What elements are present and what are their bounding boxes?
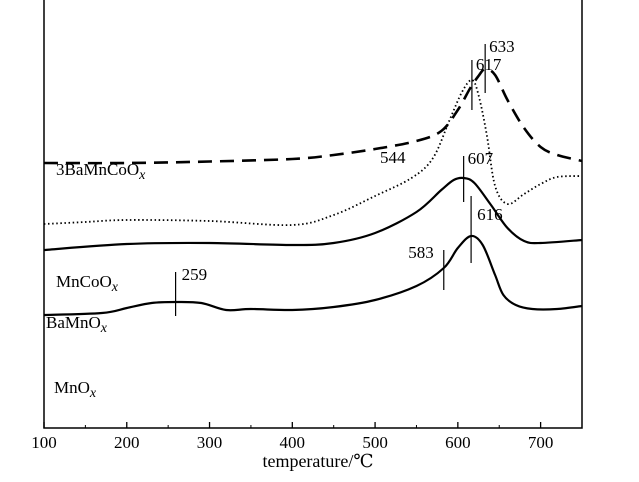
series-line-mnox: [43, 234, 583, 317]
series-label-mncoox: MnCoOx: [56, 272, 119, 295]
peak-label-617: 617: [476, 55, 502, 74]
peak-label-259: 259: [182, 265, 208, 284]
series-layer: [43, 67, 583, 317]
peak-label-607: 607: [468, 149, 494, 168]
x-tick-label-400: 400: [280, 433, 306, 452]
x-tick-label-500: 500: [362, 433, 388, 452]
x-tick-label-700: 700: [528, 433, 554, 452]
x-axis-title-main: temperature/: [262, 451, 353, 471]
x-tick-label-600: 600: [445, 433, 471, 452]
series-label-subscript: x: [138, 168, 146, 183]
series-label-mnox: MnOx: [54, 378, 97, 401]
series-line-mncoox: [43, 79, 583, 227]
peak-label-616: 616: [477, 205, 503, 224]
x-tick-label-100: 100: [31, 433, 57, 452]
series-label-name: BaMnO: [46, 313, 101, 332]
peak-label-633: 633: [489, 37, 515, 56]
peak-label-544: 544: [380, 148, 406, 167]
x-tick-label-300: 300: [197, 433, 223, 452]
series-line-3bamncoox: [43, 67, 583, 165]
series-label-name: MnO: [54, 378, 90, 397]
peak-label-583: 583: [408, 243, 434, 262]
series-label-subscript: x: [100, 321, 108, 336]
x-axis-ticks: [43, 422, 542, 428]
plot-frame: [43, 0, 583, 429]
series-label-subscript: x: [111, 280, 119, 295]
x-axis-title: temperature/℃: [262, 451, 373, 471]
series-label-subscript: x: [89, 386, 97, 401]
x-tick-label-200: 200: [114, 433, 140, 452]
x-axis-tick-labels: 100 200 300 400 500 600 700: [31, 433, 553, 452]
series-label-3bamncoox: 3BaMnCoOx: [56, 160, 146, 183]
series-label-bamnox: BaMnOx: [46, 313, 108, 336]
series-line-bamnox: [43, 176, 583, 252]
x-axis-title-unit: ℃: [353, 451, 373, 471]
series-label-name: 3BaMnCoO: [56, 160, 139, 179]
series-label-name: MnCoO: [56, 272, 112, 291]
